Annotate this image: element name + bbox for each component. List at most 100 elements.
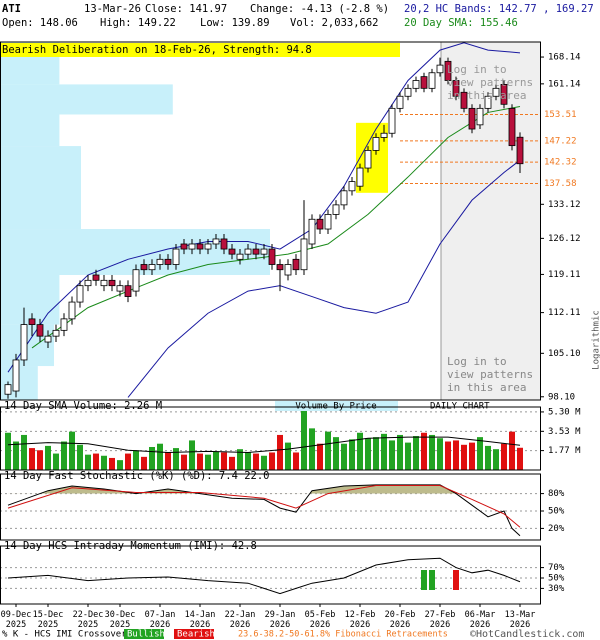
candle-body	[388, 107, 396, 134]
volume-by-price-bar	[0, 84, 173, 115]
candle-body	[172, 248, 180, 265]
candle-body	[508, 107, 516, 147]
candle-body	[380, 132, 388, 138]
volume-bar	[301, 407, 307, 470]
volume-bar	[325, 431, 331, 470]
candle-body	[20, 324, 28, 361]
candle-body	[228, 248, 236, 255]
x-tick-label: 29-Jan 2026	[265, 610, 296, 630]
y-tick-label: 126.12	[548, 234, 581, 244]
candle-body	[412, 80, 420, 89]
volume-bar	[277, 434, 283, 470]
volume-bar	[269, 452, 275, 470]
footer-crossover: % K - HCS IMI Crossover,	[2, 630, 132, 640]
volume-bar	[381, 433, 387, 470]
candle-body	[68, 301, 76, 320]
x-tick-label: 07-Jan 2026	[145, 610, 176, 630]
candle-body	[404, 87, 412, 97]
panel-title: 14 Day Fast Stochastic (%K) (%D): 7.4 22…	[4, 470, 270, 482]
candle-body	[132, 269, 140, 292]
y-tick-label: 50%	[548, 574, 565, 584]
volume-bar	[341, 443, 347, 470]
indicator-line	[7, 42, 521, 373]
volume-bar	[445, 441, 451, 470]
candle-body	[188, 243, 196, 250]
y-tick-label: 161.14	[548, 79, 581, 89]
candle-body	[100, 279, 108, 287]
candle-body	[140, 264, 148, 271]
volume-bar	[93, 453, 99, 470]
fib-label: 137.58	[544, 179, 577, 189]
open: Open: 148.06	[2, 17, 78, 29]
candle-body	[252, 248, 260, 255]
candle-body	[236, 253, 244, 260]
candle-body	[428, 72, 436, 89]
x-tick-label: 14-Jan 2026	[185, 610, 216, 630]
x-tick-label: 22-Jan 2026	[225, 610, 256, 630]
x-tick-label: 20-Feb 2026	[385, 610, 416, 630]
volume-bar	[141, 456, 147, 470]
candle-body	[260, 248, 268, 255]
vbp-label-box	[275, 401, 398, 411]
candle-body	[164, 258, 172, 265]
volume-bar	[253, 453, 259, 470]
y-tick-label: 168.14	[548, 53, 581, 63]
volume-bar	[485, 445, 491, 470]
volume-bar	[397, 434, 403, 470]
candle-body	[220, 238, 228, 250]
x-tick-label: 12-Feb 2026	[345, 610, 376, 630]
volume-bar	[125, 453, 131, 470]
close: Close: 141.97	[145, 3, 227, 15]
candle-body	[348, 181, 356, 192]
candle-body	[324, 214, 332, 230]
candle-body	[500, 84, 508, 105]
volume-bar	[85, 454, 91, 470]
volume-bar	[333, 437, 339, 470]
volume-bar	[373, 437, 379, 470]
volume-bar	[5, 432, 11, 470]
volume-bar	[437, 438, 443, 470]
volume-bar	[245, 452, 251, 470]
candle-body	[60, 318, 68, 331]
volume-bar	[37, 450, 43, 470]
x-tick-label: 15-Dec 2025	[33, 610, 64, 630]
candle-body	[180, 243, 188, 250]
volume-bar	[285, 442, 291, 470]
y-tick-label: 20%	[548, 524, 565, 534]
pattern-notice: in this area	[447, 89, 526, 102]
panel-frame	[0, 545, 541, 605]
footer-bullish: Bullish	[127, 630, 165, 640]
volume-bar	[13, 441, 19, 470]
x-tick-label: 27-Feb 2026	[425, 610, 456, 630]
bullish-crossover	[429, 570, 435, 590]
candle-body	[116, 285, 124, 292]
volume-bar	[53, 453, 59, 470]
fib-label: 142.32	[544, 158, 577, 168]
volume-bar	[453, 440, 459, 470]
volume-bar	[77, 444, 83, 470]
volume-bar	[133, 450, 139, 470]
indicator-line	[7, 484, 521, 528]
pattern-text: Bearish Deliberation on 18-Feb-26, Stren…	[2, 44, 312, 56]
y-tick-label: 5.30 M	[548, 407, 581, 417]
volume-bar	[69, 431, 75, 470]
volume-bar	[109, 457, 115, 470]
footer-site: ©HotCandlestick.com	[470, 629, 584, 640]
pattern-notice: Log in to	[447, 63, 507, 76]
x-tick-label: 05-Feb 2026	[305, 610, 336, 630]
y-tick-label: 50%	[548, 507, 565, 517]
volume-bar	[237, 449, 243, 470]
candle-body	[84, 279, 92, 287]
candle-body	[452, 80, 460, 97]
candle-body	[372, 137, 380, 151]
volume-bar	[229, 456, 235, 470]
candle-body	[284, 264, 292, 276]
y-tick-label: 30%	[548, 584, 565, 594]
footer-fib: 23.6-38.2-50-61.8% Fibonacci Retracement…	[238, 630, 448, 640]
volume-bar	[221, 452, 227, 470]
candle-body	[196, 243, 204, 250]
candle-body	[340, 190, 348, 206]
x-tick-label: 09-Dec 2025	[1, 610, 32, 630]
volume-bar	[293, 452, 299, 470]
y-tick-label: 98.10	[548, 392, 575, 402]
